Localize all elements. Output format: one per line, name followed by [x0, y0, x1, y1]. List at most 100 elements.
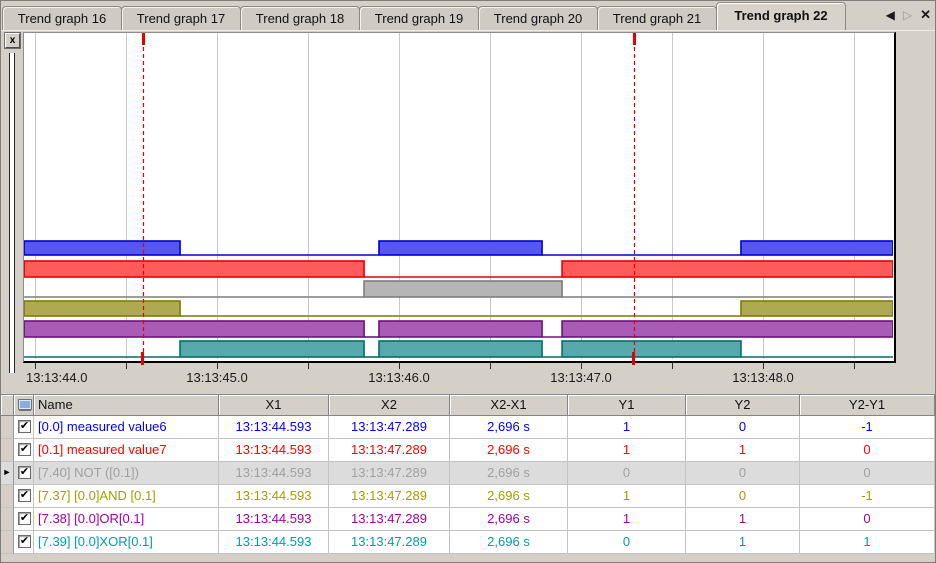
cell-y2: 0: [686, 416, 800, 439]
tab-trend-graph-22[interactable]: Trend graph 22: [716, 2, 846, 30]
panel-close-button[interactable]: x: [5, 33, 20, 48]
visibility-column-header[interactable]: [14, 395, 34, 416]
cell-name: [7.38] [0.0]OR[0.1]: [34, 508, 219, 531]
time-axis-tick: [581, 363, 582, 369]
cell-dy: 0: [800, 508, 935, 531]
trend-plot[interactable]: [23, 32, 896, 363]
visibility-checkbox[interactable]: ✔: [18, 466, 31, 479]
cell-dy: -1: [800, 485, 935, 508]
table-row[interactable]: ✔ [7.38] [0.0]OR[0.1] 13:13:44.593 13:13:47…: [1, 508, 935, 531]
signal-segment-high-1: [24, 260, 365, 278]
tabs-scroll-left-icon[interactable]: ◀: [885, 8, 895, 22]
column-header-y1[interactable]: Y1: [568, 395, 686, 416]
cell-dy: -1: [800, 416, 935, 439]
table-row[interactable]: ► ✔ [7.40] NOT ([0.1]) 13:13:44.593 13:13:47…: [1, 462, 935, 485]
cell-x1: 13:13:44.593: [219, 439, 329, 462]
cell-y2: 1: [686, 508, 800, 531]
row-marker-cell: ►: [1, 462, 14, 485]
table-row[interactable]: ✔ [7.39] [0.0]XOR[0.1] 13:13:44.593 13:13:4…: [1, 531, 935, 554]
column-header-y2[interactable]: Y2: [686, 395, 800, 416]
column-header-gutter[interactable]: [1, 395, 14, 416]
cell-name: [7.39] [0.0]XOR[0.1]: [34, 531, 219, 554]
time-axis-tick: [308, 363, 309, 369]
signal-segment-high-0: [740, 240, 893, 256]
tab-trend-graph-16[interactable]: Trend graph 16: [2, 6, 122, 30]
cell-y2: 0: [686, 485, 800, 508]
signal-segment-high-3: [24, 300, 181, 317]
trend-chart-panel: x 13:13:44.0 13:13:45.0 13:13:46.0 13:13:47…: [1, 30, 935, 394]
cell-x1: 13:13:44.593: [219, 508, 329, 531]
column-header-dy[interactable]: Y2-Y1: [800, 395, 935, 416]
column-header-x1[interactable]: X1: [219, 395, 329, 416]
time-axis-tick: [217, 363, 218, 369]
visibility-checkbox[interactable]: ✔: [18, 535, 31, 548]
column-header-x2[interactable]: X2: [329, 395, 450, 416]
visibility-cell: ✔: [14, 485, 34, 508]
cell-x1: 13:13:44.593: [219, 531, 329, 554]
visibility-cell: ✔: [14, 439, 34, 462]
tabs-close-icon[interactable]: ✕: [920, 7, 931, 22]
cell-dy: 0: [800, 439, 935, 462]
visibility-checkbox[interactable]: ✔: [18, 420, 31, 433]
signal-segment-high-5: [179, 340, 365, 358]
cell-dx: 2,696 s: [450, 508, 568, 531]
table-row[interactable]: ✔ [7.37] [0.0]AND [0.1] 13:13:44.593 13:13:…: [1, 485, 935, 508]
cell-x2: 13:13:47.289: [329, 531, 450, 554]
cell-y2: 0: [686, 462, 800, 485]
time-axis-label: 13:13:45.0: [186, 370, 248, 385]
cursor-axis-mark-x2[interactable]: [632, 352, 635, 365]
cell-name: [7.40] NOT ([0.1]): [34, 462, 219, 485]
tab-bar: Trend graph 16 Trend graph 17 Trend graph …: [1, 1, 935, 30]
tab-nav: ◀ ▷ ✕: [886, 6, 931, 24]
signal-segment-high-4: [378, 320, 543, 338]
time-axis-tick: [35, 363, 36, 369]
row-marker-cell: [1, 508, 14, 531]
tabs-scroll-right-icon[interactable]: ▷: [902, 8, 913, 22]
visibility-cell: ✔: [14, 416, 34, 439]
monitor-icon: [18, 399, 32, 410]
time-axis: 13:13:44.0 13:13:45.0 13:13:46.0 13:13:47.0…: [1, 352, 935, 395]
visibility-checkbox[interactable]: ✔: [18, 489, 31, 502]
signal-segment-high-5: [378, 340, 543, 358]
visibility-checkbox[interactable]: ✔: [18, 512, 31, 525]
tab-trend-graph-20[interactable]: Trend graph 20: [478, 6, 598, 30]
table-row[interactable]: ✔ [0.0] measured value6 13:13:44.593 13:13:…: [1, 416, 935, 439]
signal-segment-high-4: [561, 320, 893, 338]
visibility-checkbox[interactable]: ✔: [18, 443, 31, 456]
signal-segment-high-4: [24, 320, 365, 338]
time-axis-tick: [490, 363, 491, 369]
cell-y2: 1: [686, 531, 800, 554]
row-marker-cell: [1, 416, 14, 439]
table-row[interactable]: ✔ [0.1] measured value7 13:13:44.593 13:13:…: [1, 439, 935, 462]
cell-y1: 1: [568, 508, 686, 531]
row-marker-cell: [1, 531, 14, 554]
cell-dx: 2,696 s: [450, 439, 568, 462]
cell-y1: 1: [568, 416, 686, 439]
column-header-name[interactable]: Name: [34, 395, 219, 416]
tab-trend-graph-19[interactable]: Trend graph 19: [359, 6, 479, 30]
time-axis-label: 13:13:44.0: [26, 370, 88, 385]
signal-segment-high-5: [561, 340, 742, 358]
cell-dx: 2,696 s: [450, 485, 568, 508]
value-axis-strip[interactable]: [9, 53, 15, 373]
visibility-cell: ✔: [14, 531, 34, 554]
cell-x1: 13:13:44.593: [219, 485, 329, 508]
table-body: ✔ [0.0] measured value6 13:13:44.593 13:13:…: [1, 416, 935, 554]
visibility-cell: ✔: [14, 462, 34, 485]
signal-segment-high-1: [561, 260, 893, 278]
cell-dy: 0: [800, 462, 935, 485]
cursor-axis-mark-x1[interactable]: [141, 352, 144, 365]
cursor-top-mark-x2[interactable]: [633, 33, 636, 45]
signal-segment-high-3: [740, 300, 893, 317]
signal-segment-high-0: [24, 240, 181, 256]
cursor-top-mark-x1[interactable]: [142, 33, 145, 45]
visibility-cell: ✔: [14, 508, 34, 531]
cell-dx: 2,696 s: [450, 531, 568, 554]
column-header-dx[interactable]: X2-X1: [450, 395, 568, 416]
tab-trend-graph-18[interactable]: Trend graph 18: [240, 6, 360, 30]
cell-name: [7.37] [0.0]AND [0.1]: [34, 485, 219, 508]
tab-trend-graph-21[interactable]: Trend graph 21: [597, 6, 717, 30]
row-marker-cell: [1, 439, 14, 462]
tab-trend-graph-17[interactable]: Trend graph 17: [121, 6, 241, 30]
tab-bar-tabs: Trend graph 16 Trend graph 17 Trend graph …: [2, 1, 846, 30]
